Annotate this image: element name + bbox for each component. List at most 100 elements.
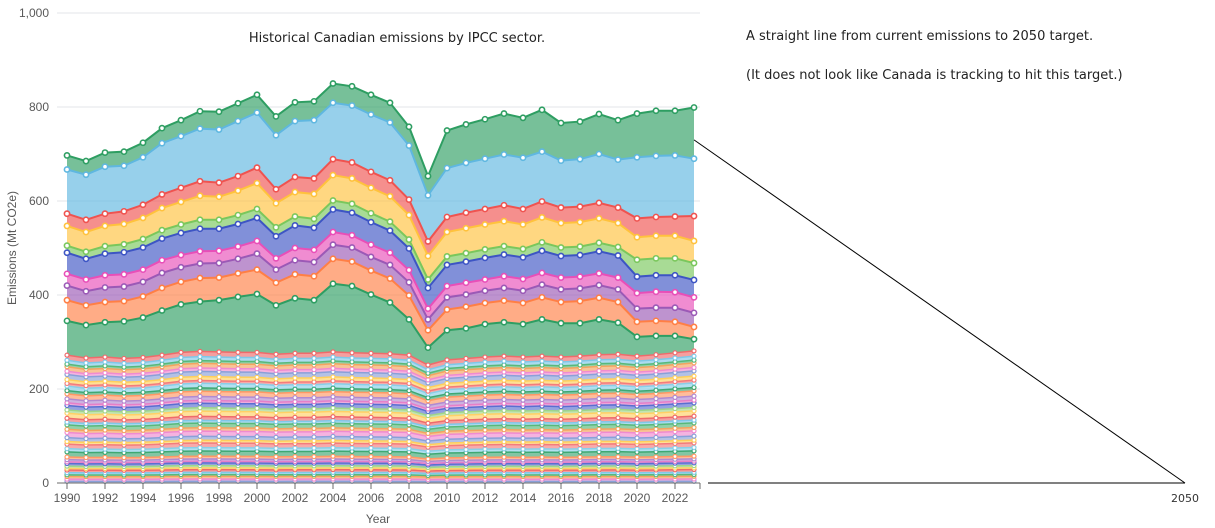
sector-band-5-point[interactable] — [82, 255, 90, 263]
lower-sector-19-point[interactable] — [216, 425, 222, 431]
sector-band-6-point[interactable] — [177, 221, 185, 228]
sector-band-7-point[interactable] — [272, 199, 280, 207]
sector-band-6-point[interactable] — [120, 240, 128, 248]
sector-band-2-point[interactable] — [538, 293, 546, 301]
lower-sector-37-point[interactable] — [102, 359, 108, 365]
lower-sector-14-point[interactable] — [140, 446, 146, 452]
lower-sector-12-point[interactable] — [615, 454, 621, 460]
sector-band-3-point[interactable] — [519, 287, 527, 295]
sector-band-7-point[interactable] — [139, 214, 147, 222]
lower-sector-34-point[interactable] — [425, 377, 431, 383]
sector-band-3-point[interactable] — [272, 266, 280, 274]
lower-sector-19-point[interactable] — [520, 427, 526, 433]
lower-sector-22-point[interactable] — [520, 416, 526, 422]
lower-sector-32-point[interactable] — [482, 378, 488, 384]
sector-band-4-point[interactable] — [595, 269, 603, 277]
lower-sector-22-point[interactable] — [349, 414, 355, 420]
lower-sector-19-point[interactable] — [292, 425, 298, 432]
lower-sector-12-point[interactable] — [349, 453, 355, 460]
sector-band-9-point[interactable] — [101, 163, 109, 171]
lower-sector-17-point[interactable] — [121, 436, 127, 442]
lower-sector-12-point[interactable] — [425, 456, 431, 462]
sector-band-6-point[interactable] — [557, 244, 565, 251]
sector-band-8-point[interactable] — [462, 209, 470, 217]
sector-band-3-point[interactable] — [139, 278, 147, 286]
sector-band-4-point[interactable] — [462, 279, 470, 287]
lower-sector-38-point[interactable] — [463, 355, 469, 362]
sector-band-4-point[interactable] — [348, 231, 356, 239]
lower-sector-22-point[interactable] — [577, 416, 583, 422]
sector-band-7-point[interactable] — [671, 232, 679, 240]
sector-band-10-point[interactable] — [367, 91, 375, 99]
sector-band-1-point[interactable] — [576, 319, 584, 327]
lower-sector-14-point[interactable] — [577, 446, 583, 452]
sector-band-2-point[interactable] — [405, 292, 413, 299]
sector-band-5-point[interactable] — [367, 218, 375, 226]
sector-band-4-point[interactable] — [272, 254, 280, 262]
sector-band-4-point[interactable] — [101, 271, 109, 279]
sector-band-5-point[interactable] — [215, 225, 223, 233]
lower-sector-24-point[interactable] — [102, 408, 108, 414]
sector-band-2-point[interactable] — [177, 278, 185, 286]
sector-band-4-point[interactable] — [671, 288, 679, 296]
sector-band-2-point[interactable] — [557, 298, 565, 306]
sector-band-5-point[interactable] — [101, 250, 109, 258]
sector-band-3-point[interactable] — [101, 284, 109, 291]
sector-band-8-point[interactable] — [329, 155, 337, 163]
sector-band-10-point[interactable] — [101, 149, 109, 156]
sector-band-4-point[interactable] — [63, 270, 71, 278]
sector-band-6-point[interactable] — [329, 197, 337, 204]
sector-band-5-point[interactable] — [614, 252, 622, 259]
sector-band-10-point[interactable] — [196, 107, 204, 115]
lower-sector-27-point[interactable] — [577, 396, 583, 403]
lower-sector-19-point[interactable] — [634, 427, 640, 433]
lower-sector-34-point[interactable] — [406, 368, 412, 374]
sector-band-9-point[interactable] — [367, 111, 375, 118]
lower-sector-14-point[interactable] — [368, 445, 374, 451]
lower-sector-22-point[interactable] — [501, 416, 507, 422]
sector-band-10-point[interactable] — [386, 99, 394, 107]
sector-band-4-point[interactable] — [386, 249, 394, 257]
sector-band-1-point[interactable] — [329, 280, 337, 288]
lower-sector-27-point[interactable] — [691, 393, 697, 399]
lower-sector-24-point[interactable] — [216, 405, 222, 411]
lower-sector-32-point[interactable] — [596, 376, 602, 382]
lower-sector-38-point[interactable] — [425, 362, 431, 368]
sector-band-9-point[interactable] — [519, 154, 527, 162]
lower-sector-24-point[interactable] — [311, 406, 317, 412]
lower-sector-37-point[interactable] — [653, 357, 659, 363]
lower-sector-29-point[interactable] — [292, 386, 298, 392]
sector-band-5-point[interactable] — [405, 245, 413, 252]
sector-band-8-point[interactable] — [348, 159, 356, 166]
sector-band-3-point[interactable] — [120, 283, 128, 290]
lower-sector-12-point[interactable] — [596, 454, 602, 460]
sector-band-7-point[interactable] — [595, 214, 603, 222]
sector-band-6-point[interactable] — [196, 216, 204, 224]
lower-sector-29-point[interactable] — [596, 387, 602, 393]
sector-band-2-point[interactable] — [652, 317, 660, 325]
sector-band-8-point[interactable] — [538, 198, 546, 205]
lower-sector-17-point[interactable] — [197, 433, 203, 439]
sector-band-9-point[interactable] — [405, 142, 413, 149]
sector-band-8-point[interactable] — [177, 184, 185, 192]
sector-band-9-point[interactable] — [595, 150, 603, 158]
lower-sector-24-point[interactable] — [140, 408, 146, 414]
sector-band-2-point[interactable] — [310, 272, 318, 280]
lower-sector-38-point[interactable] — [634, 353, 640, 359]
sector-band-1-point[interactable] — [101, 318, 109, 326]
lower-sector-38-point[interactable] — [501, 353, 507, 359]
sector-band-5-point[interactable] — [633, 273, 641, 281]
lower-sector-29-point[interactable] — [577, 388, 583, 394]
sector-band-7-point[interactable] — [405, 211, 413, 219]
lower-sector-34-point[interactable] — [463, 371, 469, 377]
lower-sector-17-point[interactable] — [444, 436, 450, 442]
lower-sector-38-point[interactable] — [387, 351, 393, 357]
lower-sector-12-point[interactable] — [121, 455, 127, 461]
lower-sector-17-point[interactable] — [501, 435, 507, 441]
lower-sector-37-point[interactable] — [159, 357, 165, 363]
lower-sector-14-point[interactable] — [83, 446, 89, 452]
sector-band-8-point[interactable] — [671, 213, 679, 220]
sector-band-5-point[interactable] — [481, 254, 489, 262]
sector-band-6-point[interactable] — [500, 242, 508, 250]
sector-band-5-point[interactable] — [253, 214, 261, 222]
